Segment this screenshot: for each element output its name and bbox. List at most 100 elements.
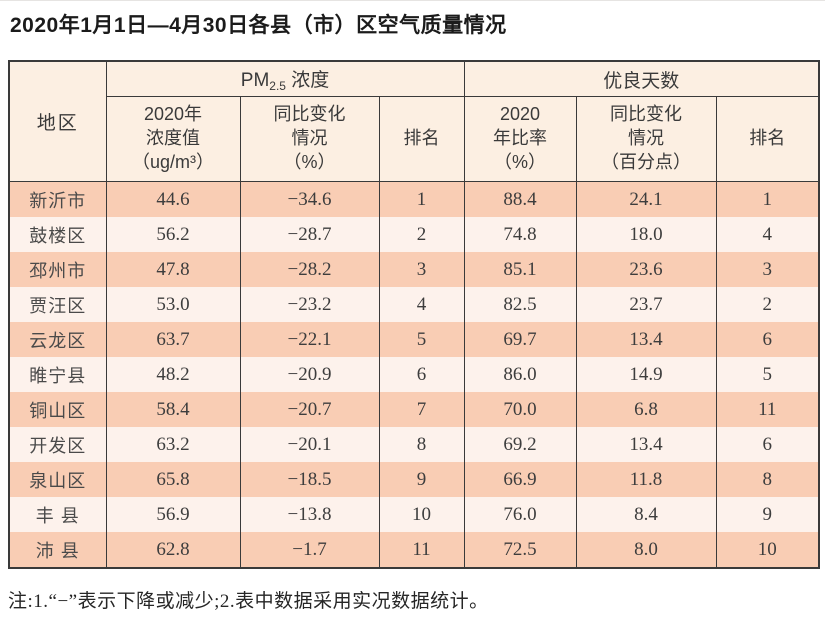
region-cell: 丰 县 bbox=[8, 497, 107, 532]
value-cell: 85.1 bbox=[463, 252, 577, 287]
header-pm-2020-value: 2020年 浓度值 （ug/m³） bbox=[105, 96, 241, 182]
header-good-days-rank: 排名 bbox=[715, 96, 820, 182]
table-row: 沛 县 62.8 −1.7 11 72.5 8.0 10 bbox=[8, 532, 820, 568]
header-group-good-days: 优良天数 bbox=[463, 60, 820, 97]
value-cell: 69.7 bbox=[463, 322, 577, 357]
value-cell: 8 bbox=[378, 427, 465, 462]
value-cell: 6.8 bbox=[575, 392, 717, 427]
value-cell: 86.0 bbox=[463, 357, 577, 392]
value-cell: 53.0 bbox=[105, 287, 241, 322]
pm-label-subscript: 2.5 bbox=[269, 79, 286, 93]
table-row: 鼓楼区 56.2 −28.7 2 74.8 18.0 4 bbox=[8, 217, 820, 252]
value-cell: −20.9 bbox=[239, 357, 380, 392]
value-cell: 6 bbox=[715, 322, 820, 357]
value-cell: 70.0 bbox=[463, 392, 577, 427]
header-good-days-yoy-change: 同比变化 情况 （百分点） bbox=[575, 96, 717, 182]
value-cell: 10 bbox=[378, 497, 465, 532]
value-cell: 23.6 bbox=[575, 252, 717, 287]
value-cell: 2 bbox=[378, 217, 465, 252]
value-cell: 66.9 bbox=[463, 462, 577, 497]
region-cell: 泉山区 bbox=[8, 462, 107, 497]
value-cell: 1 bbox=[378, 181, 465, 217]
value-cell: −22.1 bbox=[239, 322, 380, 357]
value-cell: 10 bbox=[715, 532, 820, 568]
header-region: 地区 bbox=[8, 60, 107, 182]
table-row: 云龙区 63.7 −22.1 5 69.7 13.4 6 bbox=[8, 322, 820, 357]
header-good-days-ratio: 2020 年比率 （%） bbox=[463, 96, 577, 182]
table-body: 新沂市 44.6 −34.6 1 88.4 24.1 1 鼓楼区 56.2 −28.7 2 74.8 1… bbox=[8, 181, 820, 568]
value-cell: 4 bbox=[715, 217, 820, 252]
value-cell: 11.8 bbox=[575, 462, 717, 497]
header-pm-rank: 排名 bbox=[378, 96, 465, 182]
value-cell: 58.4 bbox=[105, 392, 241, 427]
value-cell: 82.5 bbox=[463, 287, 577, 322]
value-cell: −18.5 bbox=[239, 462, 380, 497]
header-sub-row: 2020年 浓度值 （ug/m³） 同比变化 情况 （%） 排名 2020 年比… bbox=[9, 96, 820, 182]
value-cell: 3 bbox=[378, 252, 465, 287]
table-row: 贾汪区 53.0 −23.2 4 82.5 23.7 2 bbox=[8, 287, 820, 322]
table-header: 地区 PM2.5 浓度 优良天数 2020年 浓度值 （ug/m³） 同比变化 … bbox=[8, 60, 820, 182]
value-cell: 24.1 bbox=[575, 181, 717, 217]
value-cell: 8.4 bbox=[575, 497, 717, 532]
value-cell: 14.9 bbox=[575, 357, 717, 392]
region-cell: 沛 县 bbox=[8, 532, 107, 568]
value-cell: −23.2 bbox=[239, 287, 380, 322]
page-title: 2020年1月1日—4月30日各县（市）区空气质量情况 bbox=[10, 14, 507, 37]
value-cell: 13.4 bbox=[575, 427, 717, 462]
value-cell: 6 bbox=[378, 357, 465, 392]
table-row: 开发区 63.2 −20.1 8 69.2 13.4 6 bbox=[8, 427, 820, 462]
value-cell: 63.2 bbox=[105, 427, 241, 462]
value-cell: 23.7 bbox=[575, 287, 717, 322]
region-cell: 睢宁县 bbox=[8, 357, 107, 392]
region-cell: 鼓楼区 bbox=[8, 217, 107, 252]
region-cell: 铜山区 bbox=[8, 392, 107, 427]
value-cell: 62.8 bbox=[105, 532, 241, 568]
table-row: 铜山区 58.4 −20.7 7 70.0 6.8 11 bbox=[8, 392, 820, 427]
pm-label-suffix: 浓度 bbox=[285, 70, 330, 91]
pm-label-prefix: PM bbox=[240, 70, 270, 91]
air-quality-table: 地区 PM2.5 浓度 优良天数 2020年 浓度值 （ug/m³） 同比变化 … bbox=[8, 60, 821, 569]
value-cell: 72.5 bbox=[463, 532, 577, 568]
value-cell: 2 bbox=[715, 287, 820, 322]
value-cell: −20.7 bbox=[239, 392, 380, 427]
value-cell: 56.2 bbox=[105, 217, 241, 252]
table-row: 睢宁县 48.2 −20.9 6 86.0 14.9 5 bbox=[8, 357, 820, 392]
region-cell: 贾汪区 bbox=[8, 287, 107, 322]
value-cell: 88.4 bbox=[463, 181, 577, 217]
value-cell: 5 bbox=[378, 322, 465, 357]
value-cell: 74.8 bbox=[463, 217, 577, 252]
value-cell: 11 bbox=[715, 392, 820, 427]
value-cell: 47.8 bbox=[105, 252, 241, 287]
header-group-row: 地区 PM2.5 浓度 优良天数 bbox=[8, 60, 820, 182]
table-row: 泉山区 65.8 −18.5 9 66.9 11.8 8 bbox=[8, 462, 820, 497]
value-cell: 6 bbox=[715, 427, 820, 462]
value-cell: 65.8 bbox=[105, 462, 241, 497]
value-cell: −13.8 bbox=[239, 497, 380, 532]
footnote: 注:1.“−”表示下降或减少;2.表中数据采用实况数据统计。 bbox=[8, 591, 489, 612]
region-cell: 邳州市 bbox=[8, 252, 107, 287]
table-row: 邳州市 47.8 −28.2 3 85.1 23.6 3 bbox=[8, 252, 820, 287]
value-cell: 7 bbox=[378, 392, 465, 427]
value-cell: −28.7 bbox=[239, 217, 380, 252]
value-cell: 63.7 bbox=[105, 322, 241, 357]
value-cell: 18.0 bbox=[575, 217, 717, 252]
value-cell: 13.4 bbox=[575, 322, 717, 357]
value-cell: 11 bbox=[378, 532, 465, 568]
header-group-pm25: PM2.5 浓度 bbox=[105, 60, 465, 97]
region-cell: 新沂市 bbox=[8, 181, 107, 217]
value-cell: 9 bbox=[378, 462, 465, 497]
value-cell: −1.7 bbox=[239, 532, 380, 568]
value-cell: 48.2 bbox=[105, 357, 241, 392]
table-row: 新沂市 44.6 −34.6 1 88.4 24.1 1 bbox=[8, 181, 820, 217]
table-row: 丰 县 56.9 −13.8 10 76.0 8.4 9 bbox=[8, 497, 820, 532]
value-cell: 9 bbox=[715, 497, 820, 532]
header-pm-yoy-change: 同比变化 情况 （%） bbox=[239, 96, 380, 182]
region-cell: 云龙区 bbox=[8, 322, 107, 357]
value-cell: 5 bbox=[715, 357, 820, 392]
value-cell: 8 bbox=[715, 462, 820, 497]
region-cell: 开发区 bbox=[8, 427, 107, 462]
value-cell: 69.2 bbox=[463, 427, 577, 462]
top-divider bbox=[0, 0, 825, 1]
value-cell: −28.2 bbox=[239, 252, 380, 287]
